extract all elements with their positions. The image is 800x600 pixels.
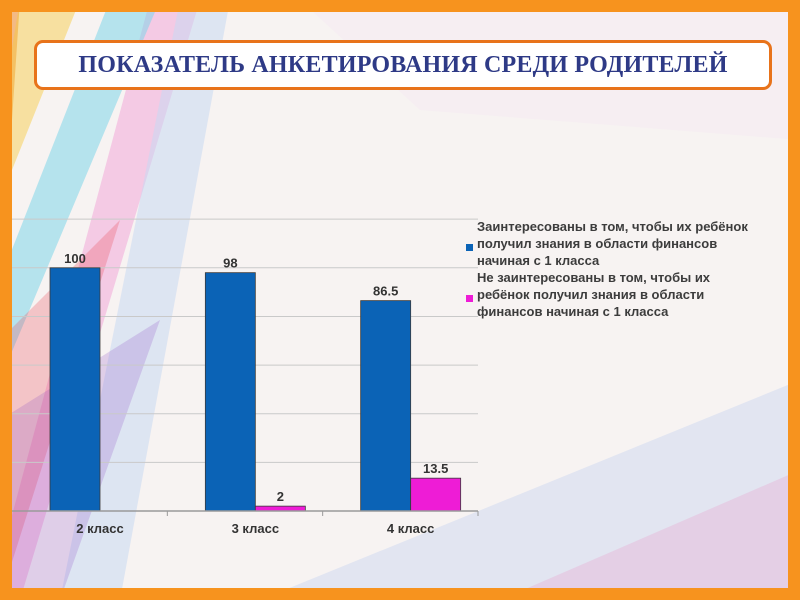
page-title: ПОКАЗАТЕЛЬ АНКЕТИРОВАНИЯ СРЕДИ РОДИТЕЛЕЙ <box>78 51 728 78</box>
bar-labels: 100 98 2 86.5 13.5 <box>64 251 448 504</box>
bar-interested-2 <box>204 272 256 512</box>
legend-swatch-not-interested <box>466 295 473 302</box>
x-tick-label: 4 класс <box>387 521 434 536</box>
title-box: ПОКАЗАТЕЛЬ АНКЕТИРОВАНИЯ СРЕДИ РОДИТЕЛЕЙ <box>34 40 772 90</box>
bar-not-interested-3 <box>410 477 462 512</box>
legend-swatch-interested <box>466 244 473 251</box>
bars <box>49 267 462 512</box>
legend-label-interested: Заинтересованы в том, чтобы их ребёнок п… <box>477 219 748 268</box>
legend-item-not-interested: Не заинтересованы в том, чтобы их ребёно… <box>466 269 766 320</box>
legend-item-interested: Заинтересованы в том, чтобы их ребёнок п… <box>466 218 766 269</box>
bar-interested-1 <box>49 267 101 512</box>
data-label: 2 <box>277 489 284 504</box>
data-label: 98 <box>223 256 237 271</box>
legend: Заинтересованы в том, чтобы их ребёнок п… <box>466 218 766 320</box>
legend-label-not-interested: Не заинтересованы в том, чтобы их ребёно… <box>477 270 711 319</box>
data-label: 13.5 <box>423 461 448 476</box>
x-axis: 2 класс 3 класс 4 класс <box>12 510 479 536</box>
bar-interested-3 <box>360 300 412 512</box>
x-tick-label: 3 класс <box>232 521 279 536</box>
data-label: 100 <box>64 251 86 266</box>
x-tick-label: 2 класс <box>76 521 123 536</box>
data-label: 86.5 <box>373 284 398 299</box>
